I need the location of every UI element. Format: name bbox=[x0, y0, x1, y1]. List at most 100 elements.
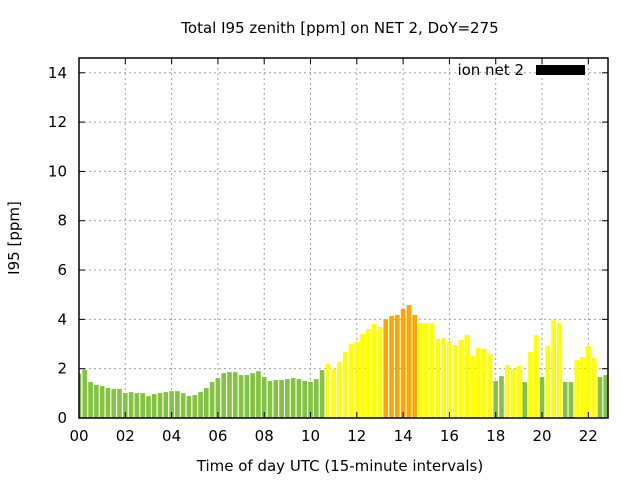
bar bbox=[244, 375, 250, 418]
bars bbox=[79, 305, 608, 418]
bar bbox=[400, 309, 406, 418]
bar bbox=[510, 368, 516, 418]
bar bbox=[105, 387, 111, 418]
y-tick-label: 8 bbox=[57, 212, 67, 230]
bar bbox=[476, 347, 481, 418]
bar bbox=[151, 394, 157, 418]
bar bbox=[198, 392, 203, 418]
bar bbox=[366, 328, 371, 418]
bar bbox=[539, 377, 545, 418]
x-tick-label: 22 bbox=[579, 427, 598, 445]
bar bbox=[603, 375, 608, 418]
bar bbox=[227, 372, 232, 418]
x-tick-label: 06 bbox=[208, 427, 227, 445]
bar bbox=[597, 377, 603, 418]
bar bbox=[267, 381, 273, 418]
legend-label: ion net 2 bbox=[457, 61, 524, 79]
bar bbox=[580, 357, 585, 418]
bar bbox=[481, 348, 487, 418]
bar bbox=[342, 351, 348, 418]
bar bbox=[221, 373, 227, 418]
legend: ion net 2 bbox=[457, 61, 585, 79]
x-tick-label: 18 bbox=[486, 427, 505, 445]
x-tick-label: 08 bbox=[255, 427, 274, 445]
x-tick-label: 04 bbox=[162, 427, 181, 445]
y-tick-label: 2 bbox=[57, 360, 67, 378]
bar bbox=[279, 380, 284, 418]
bar bbox=[371, 324, 377, 418]
bar bbox=[296, 379, 302, 418]
bar bbox=[79, 373, 82, 418]
bar bbox=[383, 319, 389, 418]
x-axis-label: Time of day UTC (15-minute intervals) bbox=[196, 457, 483, 475]
x-tick-label: 14 bbox=[394, 427, 413, 445]
bar bbox=[290, 378, 296, 418]
bar bbox=[99, 385, 105, 418]
bar bbox=[447, 341, 452, 418]
plot-frame bbox=[78, 57, 609, 419]
bar bbox=[487, 354, 493, 418]
bar bbox=[441, 338, 446, 418]
bar bbox=[452, 345, 458, 418]
bar bbox=[412, 314, 418, 418]
bar bbox=[528, 351, 533, 418]
bar bbox=[82, 369, 88, 418]
bar bbox=[175, 391, 180, 418]
bar bbox=[157, 393, 163, 418]
x-tick-label: 10 bbox=[301, 427, 320, 445]
legend-swatch bbox=[536, 65, 585, 75]
bar bbox=[192, 395, 198, 418]
bar bbox=[348, 344, 354, 418]
bar bbox=[308, 382, 313, 418]
y-tick-label: 0 bbox=[57, 409, 67, 427]
y-tick-label: 14 bbox=[48, 64, 67, 82]
bar bbox=[134, 393, 140, 418]
bar bbox=[557, 323, 562, 418]
bar bbox=[232, 372, 238, 418]
bar bbox=[122, 393, 128, 418]
bar bbox=[354, 342, 360, 418]
x-tick-label: 02 bbox=[116, 427, 135, 445]
bar bbox=[464, 335, 470, 418]
bar bbox=[516, 365, 522, 418]
bar bbox=[591, 358, 597, 418]
bar bbox=[256, 371, 261, 418]
y-tick-label: 10 bbox=[48, 162, 67, 180]
bar bbox=[493, 381, 499, 418]
bar bbox=[470, 356, 475, 418]
y-axis-label: I95 [ppm] bbox=[5, 201, 23, 275]
bar bbox=[319, 369, 325, 418]
bar bbox=[186, 396, 192, 418]
bar bbox=[169, 391, 174, 418]
bar bbox=[285, 379, 290, 418]
bar bbox=[435, 339, 441, 418]
bar bbox=[418, 323, 423, 418]
bar bbox=[140, 393, 145, 418]
bar bbox=[111, 388, 117, 418]
x-tick-label: 16 bbox=[440, 427, 459, 445]
bar bbox=[551, 320, 556, 418]
chart-title: Total I95 zenith [ppm] on NET 2, DoY=275 bbox=[180, 19, 498, 37]
y-tick-label: 6 bbox=[57, 261, 67, 279]
bar bbox=[302, 381, 308, 418]
bar bbox=[423, 323, 429, 418]
bar bbox=[429, 323, 435, 418]
x-tick-label: 12 bbox=[347, 427, 366, 445]
bar bbox=[586, 346, 591, 418]
bar bbox=[395, 314, 400, 418]
bar bbox=[163, 392, 169, 418]
bar bbox=[360, 333, 365, 418]
bar bbox=[146, 396, 151, 418]
bar bbox=[458, 340, 464, 418]
bar bbox=[204, 387, 209, 418]
bar bbox=[406, 305, 412, 418]
bar bbox=[128, 392, 134, 418]
bar bbox=[238, 375, 244, 418]
bar bbox=[533, 335, 539, 418]
bar bbox=[261, 377, 267, 418]
bar bbox=[325, 364, 331, 418]
bar bbox=[273, 380, 279, 418]
bar bbox=[117, 388, 122, 418]
